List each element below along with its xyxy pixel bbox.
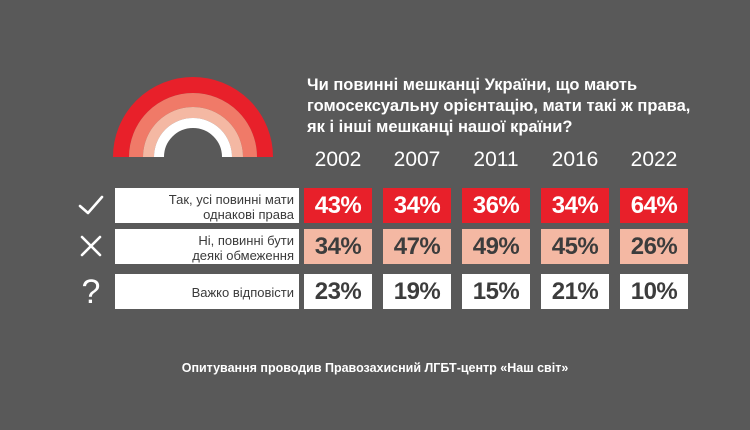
year-2016: 2016 xyxy=(551,148,599,171)
value-no-2011: 49% xyxy=(462,229,530,264)
value-yes-2011: 36% xyxy=(462,188,530,223)
value-no-2002: 34% xyxy=(304,229,372,264)
value-undecided-2016: 21% xyxy=(541,274,609,309)
svg-text:?: ? xyxy=(82,273,101,309)
row-label-no: Ні, повинні бути деякі обмеження xyxy=(115,229,299,264)
checkmark-icon xyxy=(74,188,108,222)
row-label-line: однакові права xyxy=(203,206,294,222)
row-label-line: Так, усі повинні мати xyxy=(168,191,294,207)
question-icon: ? xyxy=(74,273,108,309)
rainbow-arc-1 xyxy=(113,77,273,158)
rainbow-arc-3 xyxy=(143,107,243,158)
value-undecided-2002: 23% xyxy=(304,274,372,309)
value-yes-2016: 34% xyxy=(541,188,609,223)
row-label-line: Ні, повинні бути xyxy=(198,232,294,248)
value-undecided-2007: 19% xyxy=(383,274,451,309)
row-label-line: Важко відповісти xyxy=(191,285,294,300)
value-no-2007: 47% xyxy=(383,229,451,264)
row-label-yes: Так, усі повинні мати однакові права xyxy=(115,188,299,223)
chart-title: Чи повинні мешканці України, що мають го… xyxy=(307,76,691,136)
value-no-2022: 26% xyxy=(620,229,688,264)
value-no-2016: 45% xyxy=(541,229,609,264)
rainbow-arc-2 xyxy=(129,93,257,158)
year-2002: 2002 xyxy=(314,148,362,171)
rainbow-arc-4 xyxy=(154,118,232,158)
row-label-undecided: Важко відповісти xyxy=(115,274,299,309)
cross-icon xyxy=(74,229,108,263)
survey-source-note: Опитування проводив Правозахисний ЛГБТ-ц… xyxy=(181,361,569,375)
value-yes-2007: 34% xyxy=(383,188,451,223)
year-2007: 2007 xyxy=(393,148,441,171)
year-2022: 2022 xyxy=(630,148,678,171)
value-yes-2002: 43% xyxy=(304,188,372,223)
value-yes-2022: 64% xyxy=(620,188,688,223)
value-undecided-2011: 15% xyxy=(462,274,530,309)
year-2011: 2011 xyxy=(473,148,519,171)
value-undecided-2022: 10% xyxy=(620,274,688,309)
row-label-line: деякі обмеження xyxy=(192,247,294,263)
